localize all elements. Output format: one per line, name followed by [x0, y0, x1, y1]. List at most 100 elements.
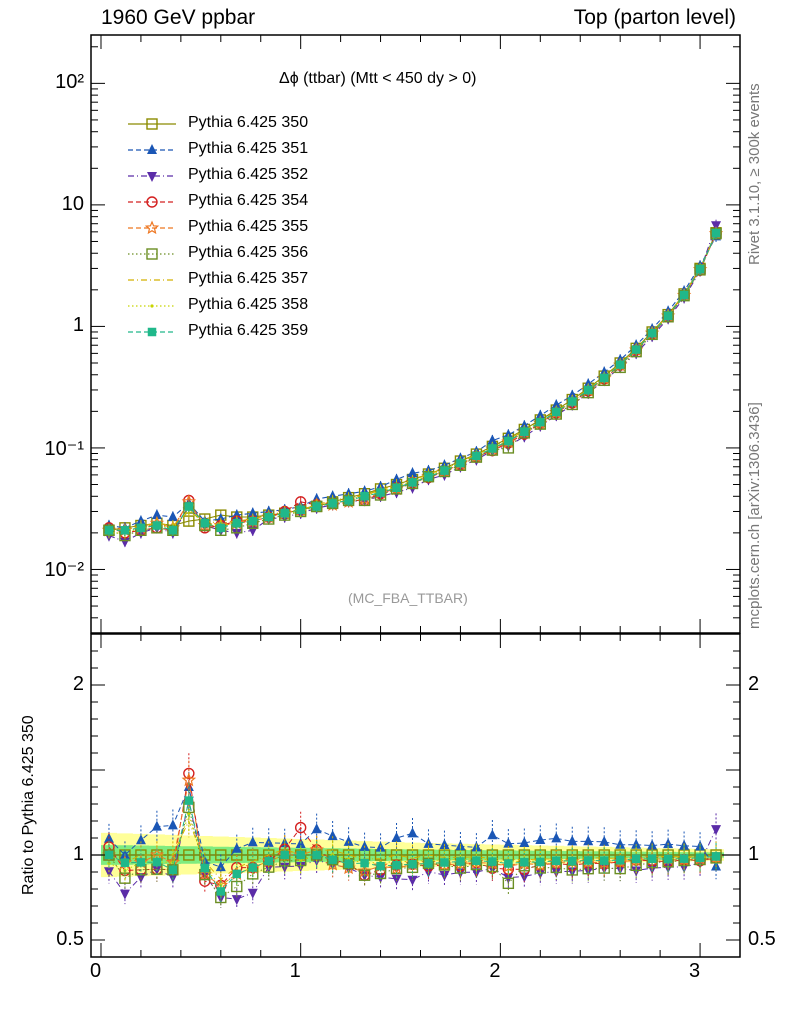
- ratio-series-8: [104, 782, 721, 903]
- ratio-point: [344, 859, 353, 868]
- data-point: [247, 507, 258, 518]
- ratio-y-tick-label: 2: [72, 673, 84, 695]
- data-point: [392, 483, 401, 493]
- ratio-point: [187, 812, 191, 816]
- data-point: [151, 509, 162, 520]
- ratio-point: [120, 858, 130, 867]
- legend-label: Pythia 6.425 356: [188, 244, 309, 261]
- legend-marker: [147, 327, 157, 337]
- ratio-point: [519, 837, 530, 848]
- data-point: [167, 511, 178, 522]
- data-point: [583, 385, 593, 395]
- ratio-point: [501, 858, 516, 873]
- axes-ticks: [91, 35, 740, 957]
- ratio-point: [215, 861, 226, 872]
- legend-label: Pythia 6.425 354: [188, 192, 309, 209]
- ratio-point: [631, 854, 641, 864]
- ratio-point: [103, 867, 114, 878]
- ratio-point: [327, 830, 338, 841]
- ratio-point: [615, 838, 626, 849]
- ratio-point: [695, 853, 705, 863]
- data-point: [407, 467, 418, 478]
- ratio-point: [247, 888, 258, 899]
- data-point: [631, 345, 641, 354]
- legend-label: Pythia 6.425 350: [188, 114, 309, 131]
- ratio-point: [376, 861, 385, 871]
- y-tick-label: 1: [72, 314, 84, 337]
- data-point: [296, 505, 305, 514]
- ratio-point: [552, 856, 561, 866]
- data-point: [695, 265, 705, 274]
- ratio-point: [231, 895, 242, 906]
- legend-label: Pythia 6.425 359: [188, 322, 309, 339]
- ratio-point: [679, 854, 689, 863]
- ratio-y-axis-label: Ratio to Pythia 6.425 350: [20, 715, 37, 895]
- ratio-point: [360, 858, 369, 868]
- series-8: [104, 227, 721, 536]
- legend-marker: [150, 304, 154, 308]
- series-2: [103, 219, 722, 548]
- legend-marker: [146, 118, 158, 130]
- ratio-point: [663, 854, 673, 864]
- data-point: [152, 521, 162, 530]
- ratio-point: [231, 880, 243, 893]
- data-point: [232, 519, 242, 528]
- data-point: [264, 512, 273, 522]
- legend-marker: [147, 172, 157, 182]
- data-point: [184, 502, 194, 511]
- ratio-point: [472, 856, 481, 865]
- data-point: [408, 478, 417, 487]
- header-left: 1960 GeV ppbar: [101, 6, 256, 29]
- ratio-point: [294, 821, 307, 834]
- data-point: [599, 373, 609, 383]
- y-tick-label: 10⁻¹: [44, 437, 84, 460]
- ratio-point: [264, 856, 273, 866]
- data-point: [440, 466, 449, 475]
- data-point: [503, 428, 514, 439]
- data-point: [487, 434, 498, 445]
- ratio-point: [502, 877, 515, 890]
- data-point: [504, 436, 513, 446]
- ratio-point: [299, 858, 303, 863]
- ratio-point: [168, 865, 178, 875]
- ratio-point: [631, 838, 642, 849]
- analysis-watermark: (MC_FBA_TTBAR): [348, 590, 468, 606]
- ratio-point: [184, 796, 194, 805]
- ratio-point: [391, 832, 402, 842]
- ratio-y-tick-label-right: 1: [748, 843, 760, 865]
- ratio-series-line: [108, 785, 717, 868]
- ratio-point: [711, 852, 721, 861]
- ratio-point: [231, 842, 242, 853]
- y-tick-label: 10⁻²: [44, 559, 84, 582]
- ratio-panel-content: [91, 753, 740, 910]
- data-point: [200, 519, 210, 528]
- ratio-point: [439, 871, 450, 881]
- data-point: [216, 523, 226, 533]
- ratio-point: [392, 860, 401, 870]
- legend-marker: [147, 144, 157, 154]
- ratio-point: [232, 869, 242, 879]
- data-point: [535, 409, 546, 420]
- legend-label: Pythia 6.425 358: [188, 296, 309, 313]
- ratio-point: [312, 850, 321, 860]
- x-tick-label: 0: [89, 960, 102, 982]
- ratio-point: [535, 834, 546, 844]
- data-point: [104, 526, 114, 535]
- ratio-point: [391, 874, 402, 885]
- ratio-point: [248, 863, 258, 872]
- ratio-point: [487, 829, 498, 840]
- ratio-point: [357, 863, 372, 878]
- ratio-point: [615, 855, 625, 865]
- data-point: [231, 528, 242, 539]
- data-point: [536, 417, 545, 427]
- ratio-point: [488, 857, 497, 866]
- ratio-point: [647, 854, 657, 864]
- ratio-point: [119, 889, 130, 900]
- ratio-point: [440, 858, 449, 867]
- x-tick-label: 1: [289, 960, 301, 982]
- ratio-point: [567, 835, 578, 846]
- ratio-point: [119, 872, 131, 884]
- header-right: Top (parton level): [573, 6, 736, 29]
- ratio-point: [424, 859, 433, 868]
